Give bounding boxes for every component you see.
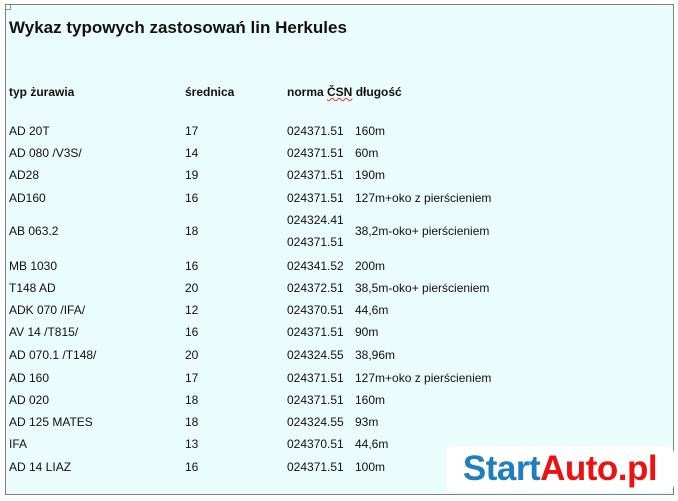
page-corner-marker: [6, 5, 11, 10]
cell-norm: 024370.51: [287, 437, 344, 451]
cell-type: MB 1030: [9, 259, 58, 273]
cell-type: T148 AD: [9, 281, 56, 295]
cell-length: 38,96m: [355, 348, 396, 362]
cell-norm: 024341.52: [287, 259, 344, 273]
cell-type: IFA: [9, 437, 28, 451]
header-type: typ żurawia: [9, 85, 75, 99]
cell-length: 38,2m-oko+ pierścieniem: [355, 224, 490, 238]
header-norm-csn: ČSN: [327, 85, 353, 99]
cell-norm: 024324.55: [287, 415, 344, 429]
cell-length: 38,5m-oko+ pierścieniem: [355, 281, 490, 295]
cell-norm: 024371.51: [287, 146, 344, 160]
cell-type: ADK 070 /IFA/: [9, 303, 86, 317]
cell-diameter: 13: [185, 437, 199, 451]
cell-type: AD 070.1 /T148/: [9, 348, 97, 362]
cell-type: AD 14 LIAZ: [9, 460, 72, 474]
cell-diameter: 18: [185, 224, 199, 238]
cell-norm: 024371.51: [287, 460, 344, 474]
cell-diameter: 16: [185, 259, 199, 273]
header-length: długość: [355, 85, 402, 99]
cell-diameter: 17: [185, 371, 199, 385]
cell-diameter: 16: [185, 460, 199, 474]
document-page: Wykaz typowych zastosowań lin Herkules t…: [5, 4, 674, 495]
cell-diameter: 16: [185, 191, 199, 205]
cell-norm: 024324.41: [287, 213, 344, 227]
cell-norm: 024371.51: [287, 168, 344, 182]
cell-diameter: 14: [185, 146, 199, 160]
cell-length: 190m: [355, 168, 386, 182]
cell-norm: 024371.51: [287, 325, 344, 339]
cell-diameter: 12: [185, 303, 199, 317]
cell-norm: 024324.55: [287, 348, 344, 362]
cell-type: AD28: [9, 168, 40, 182]
startauto-watermark-logo: StartAuto.pl: [446, 446, 674, 492]
cell-length: 90m: [355, 325, 379, 339]
cell-diameter: 17: [185, 124, 199, 138]
cell-norm: 024371.51: [287, 371, 344, 385]
cell-length: 200m: [355, 259, 386, 273]
header-diameter: średnica: [185, 85, 235, 99]
cell-type: AD160: [9, 191, 46, 205]
cell-type: AB 063.2: [9, 224, 59, 238]
cell-length: 93m: [355, 415, 379, 429]
cell-type: AD 160: [9, 371, 50, 385]
cell-type: AV 14 /T815/: [9, 325, 79, 339]
cell-norm: 024370.51: [287, 303, 344, 317]
cell-norm: 024371.51: [287, 124, 344, 138]
cell-diameter: 20: [185, 348, 199, 362]
cell-length: 127m+oko z pierścieniem: [355, 191, 492, 205]
cell-diameter: 18: [185, 393, 199, 407]
cell-length: 127m+oko z pierścieniem: [355, 371, 492, 385]
header-norm-prefix: norma: [287, 85, 328, 99]
cell-length: 44,6m: [355, 303, 389, 317]
cell-length: 160m: [355, 124, 386, 138]
cell-length: 160m: [355, 393, 386, 407]
cell-length: 44,6m: [355, 437, 389, 451]
cell-norm: 024371.51: [287, 191, 344, 205]
cell-length: 60m: [355, 146, 379, 160]
cell-type: AD 20T: [9, 124, 50, 138]
cell-length: 100m: [355, 460, 386, 474]
cell-norm: 024371.51: [287, 235, 344, 249]
cell-type: AD 080 /V3S/: [9, 146, 82, 160]
cell-diameter: 18: [185, 415, 199, 429]
cell-type: AD 125 MATES: [9, 415, 93, 429]
cell-diameter: 20: [185, 281, 199, 295]
cell-diameter: 19: [185, 168, 199, 182]
cell-diameter: 16: [185, 325, 199, 339]
cell-norm: 024372.51: [287, 281, 344, 295]
page-title: Wykaz typowych zastosowań lin Herkules: [9, 18, 347, 37]
cell-type: AD 020: [9, 393, 50, 407]
header-norm: norma ČSN długość: [287, 85, 402, 99]
cell-norm: 024371.51: [287, 393, 344, 407]
